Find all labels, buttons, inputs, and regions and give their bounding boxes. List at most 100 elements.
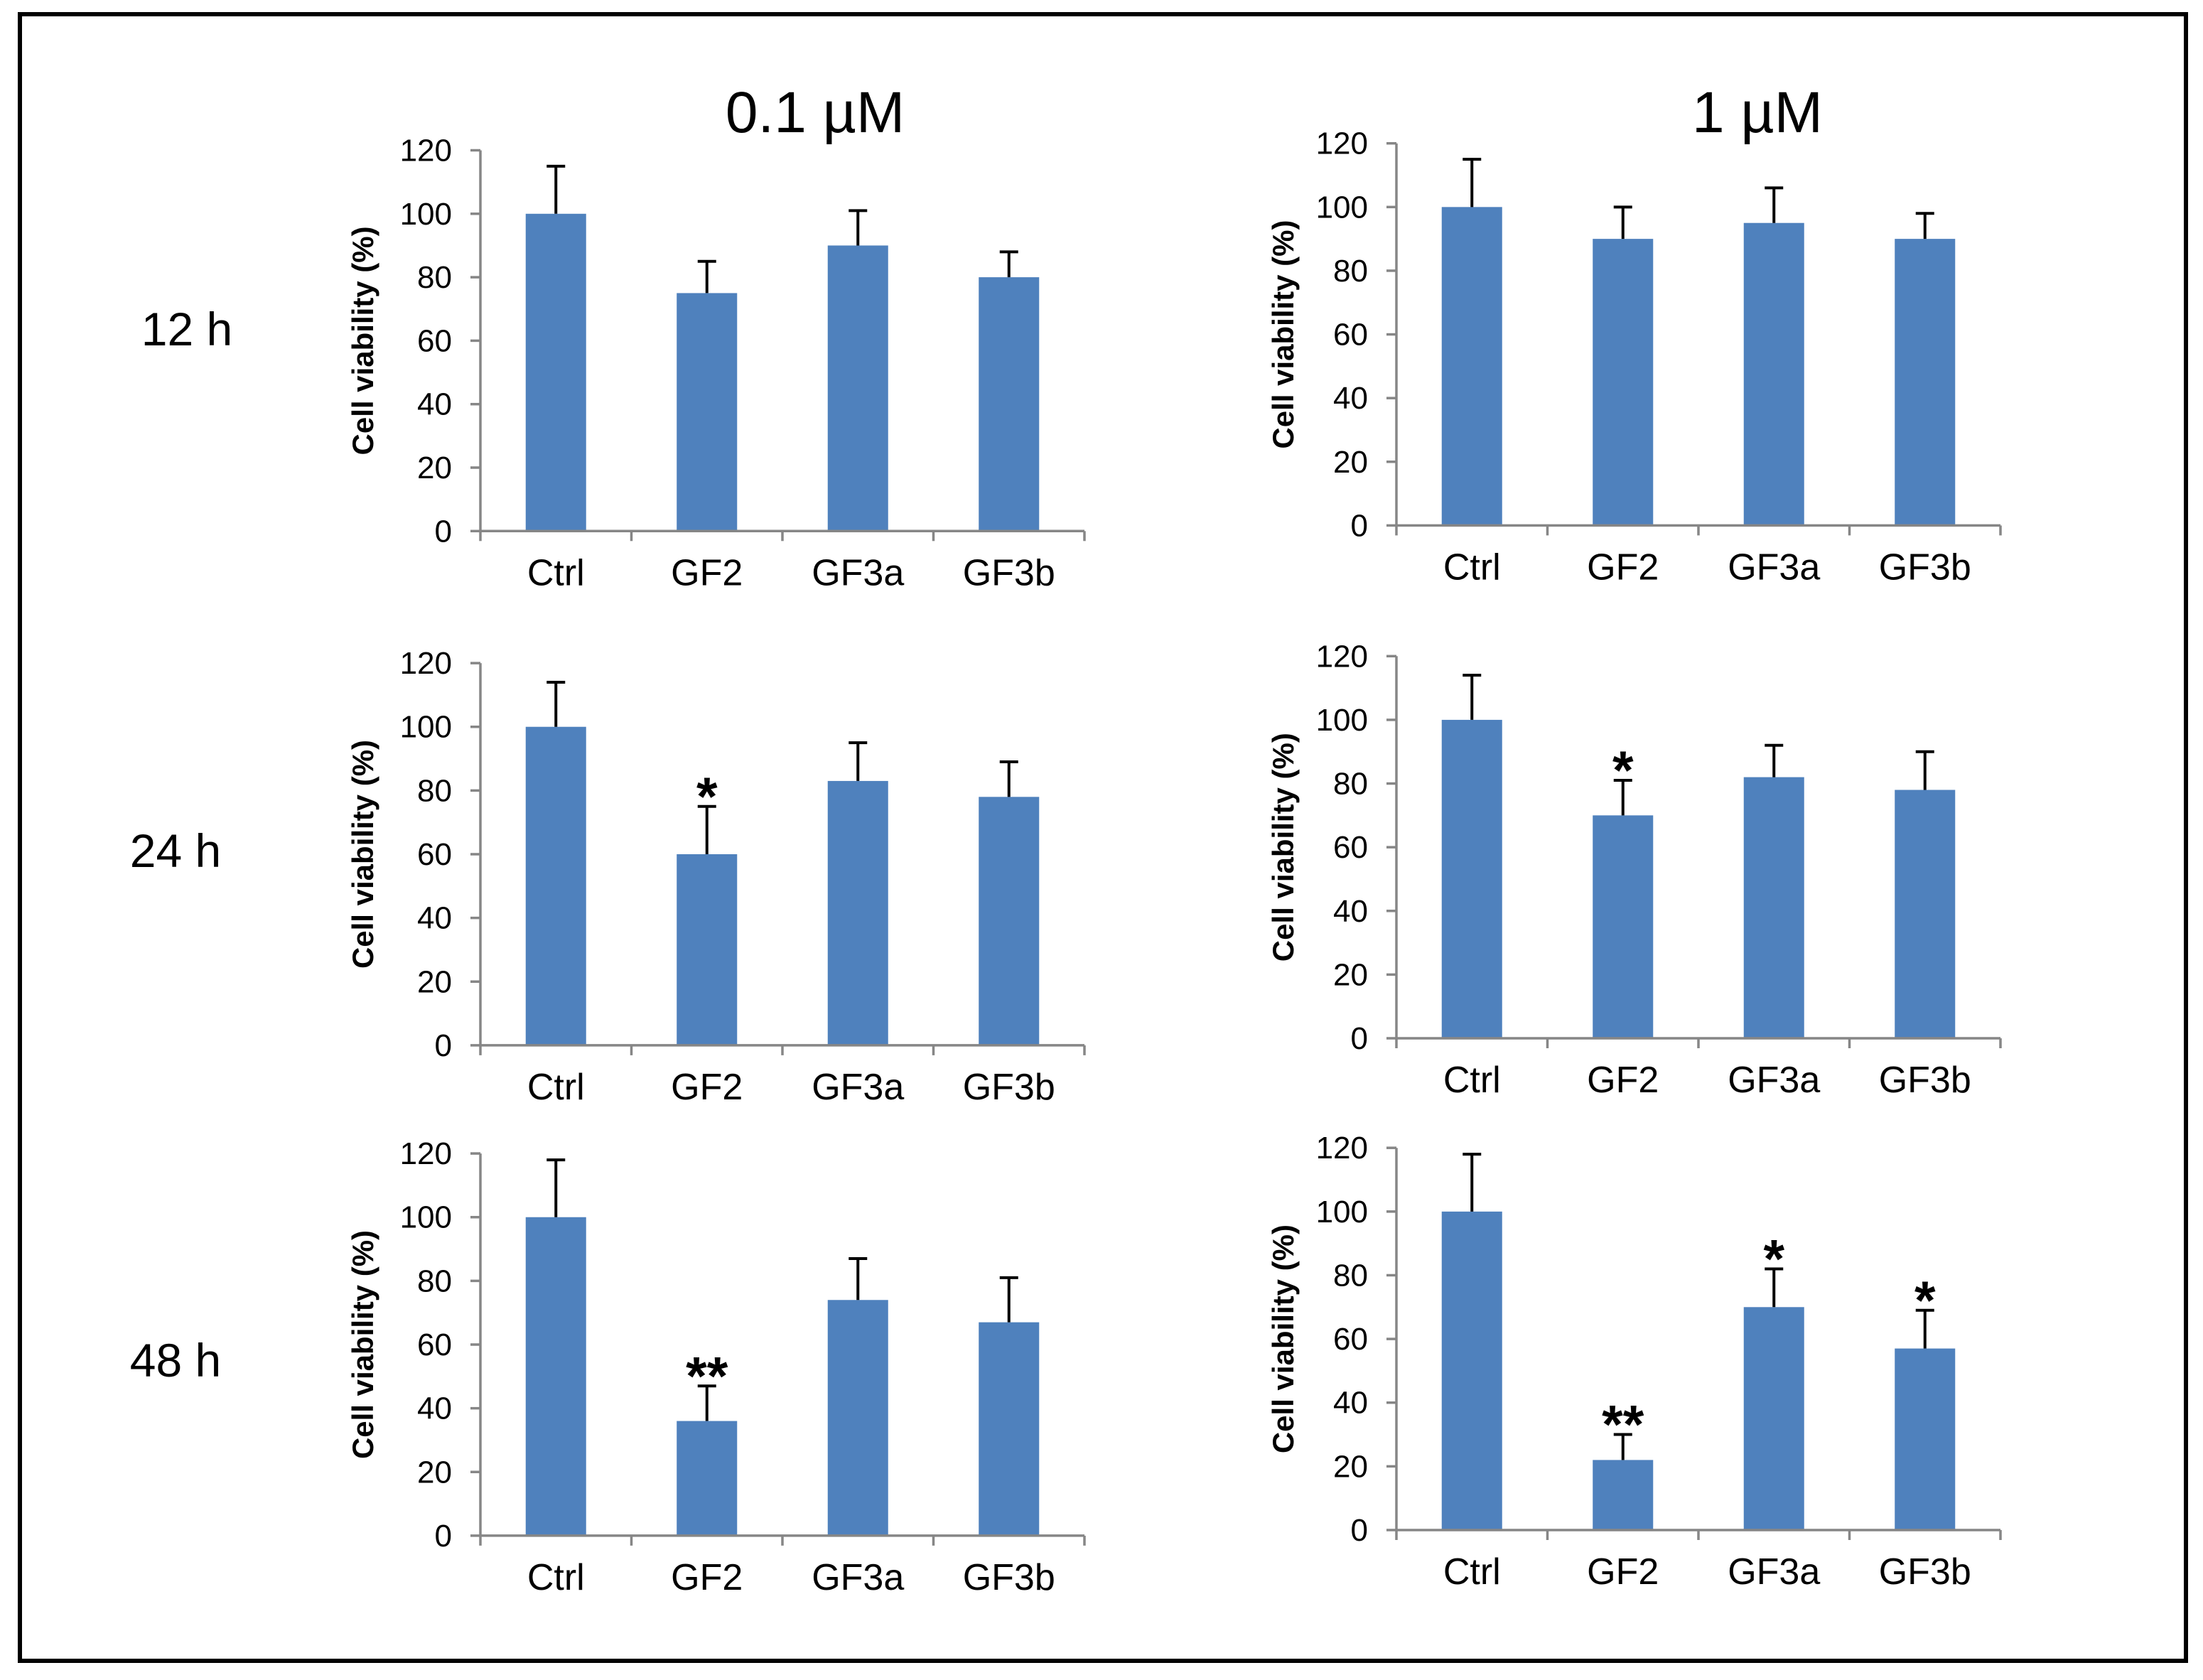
x-tick-label: GF3a (1728, 1551, 1820, 1593)
y-tick-label: 20 (417, 451, 452, 485)
x-tick-label: GF2 (671, 1557, 743, 1598)
chart-panel-0-1um-24h: 0 20 40 60 80 100 120 Ctrl * GF2 GF3a GF3b Cell viab… (346, 646, 1086, 1108)
chart-panel-0-1um-48h: 0 20 40 60 80 100 120 Ctrl ** GF2 GF3a GF3b Cell via… (346, 1136, 1086, 1598)
row-label-24h: 24 h (130, 824, 221, 877)
chart-panel-1um-48h: 0 20 40 60 80 100 120 Ctrl ** GF2 * GF3a * GF3b Cell v… (1266, 1131, 2002, 1593)
bar-gf3a (1743, 1307, 1804, 1530)
row-label-12h: 12 h (141, 303, 232, 355)
significance-marker: ** (1602, 1395, 1644, 1455)
bar-gf2 (1593, 239, 1654, 526)
significance-marker: ** (686, 1346, 728, 1406)
bar-gf2 (677, 854, 738, 1045)
y-tick-label: 80 (417, 1264, 452, 1298)
bar-gf2 (1593, 815, 1654, 1038)
row-label-48h: 48 h (130, 1334, 221, 1386)
x-tick-label: GF3a (812, 1557, 904, 1598)
x-tick-label: GF3a (812, 552, 904, 593)
y-tick-label: 120 (1316, 126, 1368, 161)
bar-ctrl (1441, 1211, 1502, 1530)
x-tick-label: Ctrl (1443, 546, 1501, 588)
y-axis-label: Cell viability (%) (346, 740, 379, 969)
column-title-1um: 1 µM (1692, 80, 1823, 145)
y-tick-label: 100 (400, 1200, 452, 1235)
y-tick-label: 120 (1316, 1131, 1368, 1165)
x-tick-label: Ctrl (527, 1067, 585, 1108)
y-tick-label: 40 (1333, 381, 1368, 416)
x-tick-label: GF3a (1728, 546, 1820, 588)
bar-gf3a (1743, 777, 1804, 1038)
y-tick-label: 120 (400, 646, 452, 681)
x-tick-label: GF3b (963, 1067, 1055, 1108)
bar-gf3a (827, 780, 888, 1045)
x-tick-label: Ctrl (527, 552, 585, 593)
y-tick-label: 120 (1316, 639, 1368, 674)
y-tick-label: 40 (417, 901, 452, 936)
x-tick-label: GF3b (963, 552, 1055, 593)
x-tick-label: GF2 (1587, 1060, 1659, 1101)
y-tick-label: 100 (400, 197, 452, 232)
significance-marker: * (1763, 1229, 1784, 1290)
y-tick-label: 80 (1333, 1258, 1368, 1293)
bar-gf3b (1895, 239, 1956, 526)
bar-gf3b (979, 277, 1040, 532)
y-tick-label: 0 (1351, 1021, 1368, 1056)
y-tick-label: 120 (400, 134, 452, 168)
column-title-0-1um: 0.1 µM (726, 80, 905, 145)
bar-gf3b (1895, 1348, 1956, 1530)
x-tick-label: Ctrl (527, 1557, 585, 1598)
y-axis-label: Cell viability (%) (1266, 733, 1300, 962)
bar-gf3a (1743, 222, 1804, 526)
y-tick-label: 40 (417, 387, 452, 422)
bar-ctrl (525, 1217, 586, 1536)
x-tick-label: GF2 (671, 552, 743, 593)
figure-border (18, 12, 2188, 1663)
significance-marker: * (1914, 1271, 1936, 1331)
y-tick-label: 20 (1333, 445, 1368, 480)
x-tick-label: GF2 (671, 1067, 743, 1108)
y-tick-label: 120 (400, 1136, 452, 1171)
y-tick-label: 100 (1316, 190, 1368, 225)
x-tick-label: Ctrl (1443, 1551, 1501, 1593)
y-axis-label: Cell viability (%) (1266, 220, 1300, 449)
bar-gf2 (677, 1421, 738, 1536)
y-tick-label: 80 (1333, 254, 1368, 289)
bar-gf3a (827, 245, 888, 532)
bar-gf3a (827, 1300, 888, 1536)
chart-panel-1um-12h: 0 20 40 60 80 100 120 Ctrl GF2 GF3a GF3b Cell viabi… (1266, 126, 2002, 588)
y-tick-label: 40 (417, 1391, 452, 1426)
y-tick-label: 20 (1333, 957, 1368, 992)
y-tick-label: 20 (417, 964, 452, 999)
y-tick-label: 40 (1333, 1386, 1368, 1421)
x-tick-label: GF3b (1879, 546, 1971, 588)
bar-ctrl (525, 726, 586, 1045)
y-tick-label: 0 (1351, 508, 1368, 543)
y-tick-label: 0 (435, 1028, 452, 1063)
y-tick-label: 100 (1316, 1195, 1368, 1229)
bar-gf2 (677, 293, 738, 532)
x-tick-label: GF3a (812, 1067, 904, 1108)
y-tick-label: 60 (1333, 1322, 1368, 1357)
y-tick-label: 40 (1333, 894, 1368, 929)
y-tick-label: 20 (417, 1455, 452, 1490)
y-tick-label: 20 (1333, 1449, 1368, 1484)
x-tick-label: GF3b (1879, 1060, 1971, 1101)
y-axis-label: Cell viability (%) (1266, 1224, 1300, 1453)
significance-marker: * (696, 767, 718, 827)
bar-ctrl (1441, 719, 1502, 1038)
x-tick-label: GF3b (1879, 1551, 1971, 1593)
x-tick-label: GF2 (1587, 1551, 1659, 1593)
bar-ctrl (525, 213, 586, 532)
y-tick-label: 0 (435, 1519, 452, 1554)
x-tick-label: Ctrl (1443, 1060, 1501, 1101)
x-tick-label: GF3b (963, 1557, 1055, 1598)
y-tick-label: 60 (417, 323, 452, 358)
y-axis-label: Cell viability (%) (346, 1230, 379, 1459)
y-tick-label: 100 (1316, 703, 1368, 738)
chart-panel-1um-24h: 0 20 40 60 80 100 120 Ctrl * GF2 GF3a GF3b Cell viab… (1266, 639, 2002, 1101)
x-tick-label: GF2 (1587, 546, 1659, 588)
y-axis-label: Cell viability (%) (346, 226, 379, 455)
bar-gf2 (1593, 1460, 1654, 1530)
bar-gf3b (979, 797, 1040, 1045)
